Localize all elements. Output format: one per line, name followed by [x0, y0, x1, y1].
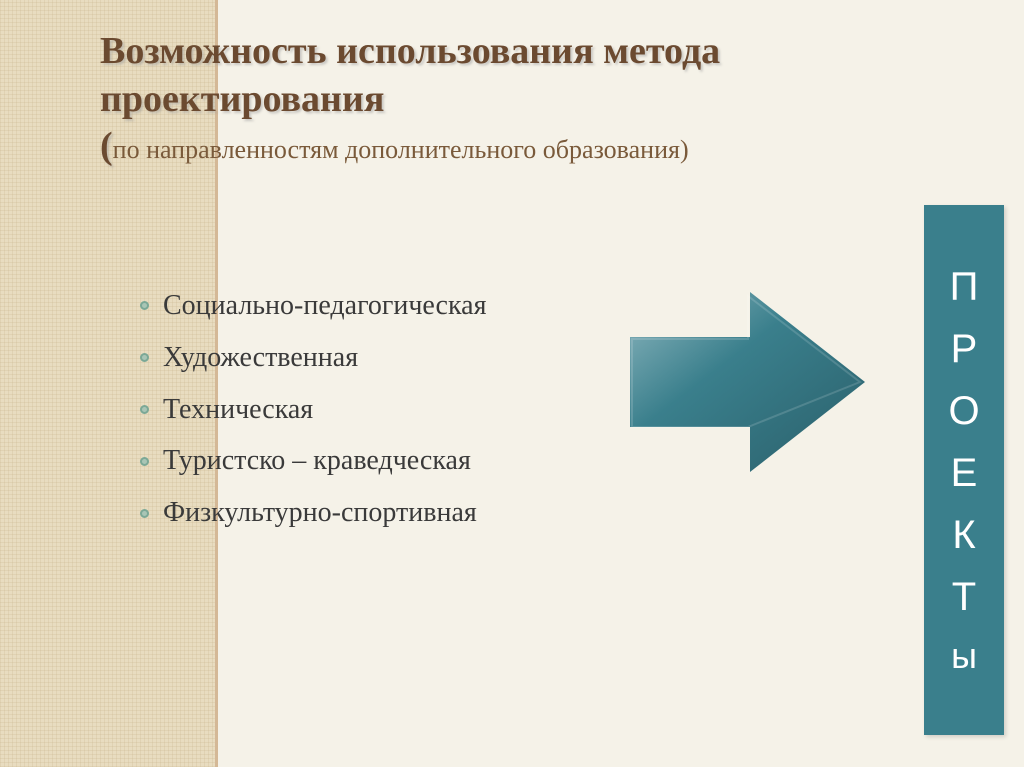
- title-main: Возможность использования метода проекти…: [100, 30, 720, 120]
- bullet-text: Техническая: [163, 384, 313, 436]
- list-item: Туристско – краведческая: [140, 435, 660, 487]
- slide-container: Возможность использования метода проекти…: [0, 0, 1024, 767]
- bullet-list: Социально-педагогическая Художественная …: [140, 280, 660, 539]
- bullet-icon: [140, 405, 149, 414]
- sidebar-letter: П: [950, 256, 979, 318]
- list-item: Социально-педагогическая: [140, 280, 660, 332]
- arrow-icon: [620, 282, 870, 482]
- bullet-icon: [140, 509, 149, 518]
- slide-heading: Возможность использования метода проекти…: [100, 28, 920, 171]
- bullet-text: Социально-педагогическая: [163, 280, 486, 332]
- list-item: Техническая: [140, 384, 660, 436]
- sidebar-letter: О: [948, 380, 979, 442]
- sidebar-projects-box: П Р О Е К Т ы: [924, 205, 1004, 735]
- bullet-icon: [140, 301, 149, 310]
- bullet-text: Художественная: [163, 332, 358, 384]
- sidebar-letter: Р: [951, 318, 978, 380]
- list-item: Художественная: [140, 332, 660, 384]
- sidebar-letter: Т: [952, 566, 976, 628]
- sidebar-letter: ы: [951, 628, 977, 684]
- title-subtitle: по направленностям дополнительного образ…: [113, 135, 689, 164]
- bullet-text: Физкультурно-спортивная: [163, 487, 477, 539]
- sidebar-letter: Е: [951, 442, 978, 504]
- bullet-icon: [140, 353, 149, 362]
- sidebar-letter: К: [952, 504, 975, 566]
- bullet-text: Туристско – краведческая: [163, 435, 471, 487]
- title-paren: (: [100, 125, 113, 167]
- list-item: Физкультурно-спортивная: [140, 487, 660, 539]
- bullet-icon: [140, 457, 149, 466]
